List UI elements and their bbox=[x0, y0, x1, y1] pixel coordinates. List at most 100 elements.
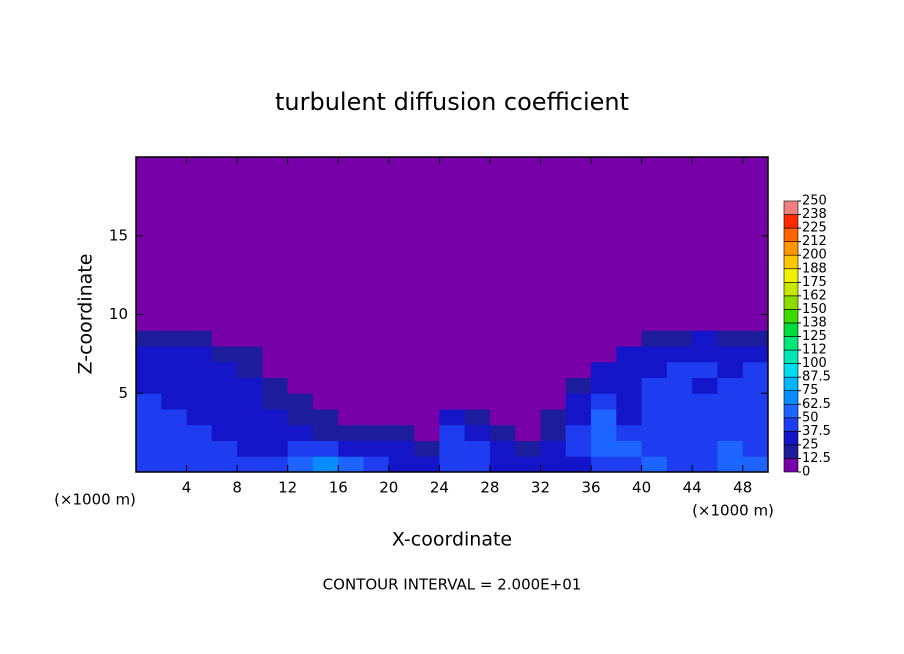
field-cell bbox=[186, 361, 213, 378]
field-cell bbox=[591, 346, 617, 363]
field-cell bbox=[439, 346, 466, 363]
field-cell bbox=[742, 456, 769, 473]
field-cell bbox=[565, 346, 592, 363]
field-cell bbox=[591, 456, 617, 473]
field-cell bbox=[237, 424, 263, 441]
colorbar-box bbox=[783, 363, 799, 378]
field-cell bbox=[692, 424, 718, 441]
field-cell bbox=[237, 440, 263, 457]
field-cell bbox=[666, 440, 693, 457]
field-cell bbox=[464, 361, 491, 378]
field-cell bbox=[540, 314, 567, 331]
field-cell bbox=[338, 377, 365, 394]
x-tick-label: 40 bbox=[632, 479, 651, 497]
field-cell bbox=[388, 409, 415, 426]
field-cell bbox=[262, 409, 289, 426]
y-tick-label: 10 bbox=[109, 305, 128, 323]
field-cell bbox=[464, 377, 491, 394]
y-tick-label: 5 bbox=[118, 384, 128, 402]
field-cell bbox=[742, 346, 769, 363]
colorbar-label: 25 bbox=[802, 437, 819, 452]
field-cell bbox=[464, 456, 491, 473]
field-cell bbox=[641, 314, 668, 331]
field-cell bbox=[591, 330, 617, 347]
field-cell bbox=[363, 314, 390, 331]
field-cell bbox=[388, 456, 415, 473]
x-tick-label: 44 bbox=[683, 479, 702, 497]
field-cell bbox=[136, 361, 162, 378]
field-cell bbox=[692, 314, 718, 331]
field-cell bbox=[161, 377, 188, 394]
field-cell bbox=[641, 377, 668, 394]
colorbar-box bbox=[783, 349, 799, 364]
field-cell bbox=[717, 456, 744, 473]
colorbar-box bbox=[783, 417, 799, 432]
x-tick-label: 36 bbox=[581, 479, 600, 497]
y-unit-label: (×1000 m) bbox=[54, 491, 136, 509]
field-cell bbox=[211, 409, 238, 426]
colorbar-box bbox=[783, 295, 799, 310]
field-cell bbox=[515, 377, 541, 394]
field-cell bbox=[312, 393, 339, 410]
colorbar-box bbox=[783, 444, 799, 459]
field-cell bbox=[692, 377, 718, 394]
field-cell bbox=[717, 346, 744, 363]
field-cell bbox=[692, 456, 718, 473]
field-cell bbox=[388, 393, 415, 410]
field-cell bbox=[439, 314, 466, 331]
field-cell bbox=[136, 424, 162, 441]
field-cell bbox=[591, 424, 617, 441]
field-cell bbox=[616, 456, 643, 473]
colorbar-box bbox=[783, 458, 799, 473]
field-cell bbox=[717, 409, 744, 426]
field-cell bbox=[439, 393, 466, 410]
field-cell bbox=[136, 393, 162, 410]
field-cell bbox=[262, 377, 289, 394]
field-cell bbox=[515, 361, 541, 378]
field-cell bbox=[338, 330, 365, 347]
field-cell bbox=[161, 314, 188, 331]
colorbar-box bbox=[783, 268, 799, 283]
field-cell bbox=[287, 377, 314, 394]
colorbar-label: 212 bbox=[802, 234, 827, 249]
field-cell bbox=[388, 424, 415, 441]
field-cell bbox=[237, 330, 263, 347]
field-cell bbox=[262, 424, 289, 441]
field-cell bbox=[186, 330, 213, 347]
field-cell bbox=[591, 393, 617, 410]
field-cell bbox=[616, 377, 643, 394]
field-cell bbox=[262, 314, 289, 331]
field-cell bbox=[717, 393, 744, 410]
colorbar-label: 150 bbox=[802, 302, 827, 317]
x-tick-label: 24 bbox=[430, 479, 449, 497]
field-cell bbox=[312, 377, 339, 394]
field-cell bbox=[641, 456, 668, 473]
field-cell bbox=[641, 409, 668, 426]
field-cell bbox=[312, 361, 339, 378]
field-cell bbox=[237, 393, 263, 410]
field-cell bbox=[591, 409, 617, 426]
field-cell bbox=[515, 409, 541, 426]
field-cell bbox=[742, 377, 769, 394]
field-cell bbox=[692, 393, 718, 410]
field-cell bbox=[540, 377, 567, 394]
field-cell bbox=[565, 393, 592, 410]
field-cell bbox=[540, 409, 567, 426]
field-cell bbox=[161, 456, 188, 473]
field-cell bbox=[287, 440, 314, 457]
colorbar-label: 188 bbox=[802, 261, 827, 276]
field-cell bbox=[717, 440, 744, 457]
field-cell bbox=[211, 393, 238, 410]
field-cell bbox=[666, 393, 693, 410]
field-cell bbox=[666, 346, 693, 363]
field-cell bbox=[186, 409, 213, 426]
field-cell bbox=[616, 409, 643, 426]
field-cell bbox=[464, 409, 491, 426]
field-cell bbox=[211, 424, 238, 441]
field-cell bbox=[287, 409, 314, 426]
field-cell bbox=[515, 330, 541, 347]
field-cell bbox=[742, 424, 769, 441]
field-cell bbox=[262, 346, 289, 363]
field-cell bbox=[136, 456, 162, 473]
